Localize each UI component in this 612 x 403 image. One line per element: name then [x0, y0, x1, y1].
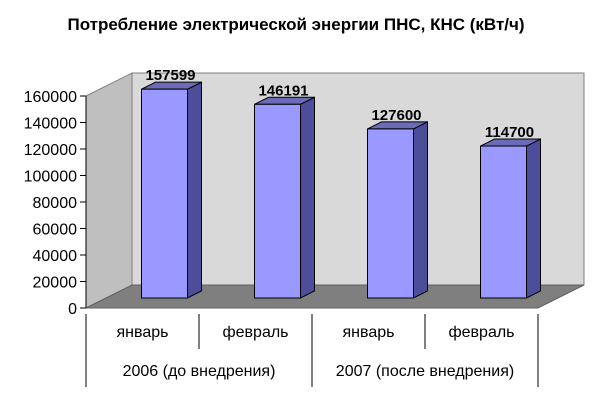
category-label: февраль — [448, 324, 514, 341]
y-tick-label: 60000 — [33, 222, 78, 239]
group-label: 2006 (до внедрения) — [123, 363, 276, 380]
bar — [141, 88, 188, 299]
bar-side — [413, 121, 428, 299]
bar-side — [300, 96, 315, 299]
bar-side — [526, 138, 541, 299]
chart-floor — [85, 284, 585, 309]
chart-side-wall — [85, 72, 133, 309]
group-label: 2007 (после внедрения) — [336, 363, 514, 380]
bar-side — [187, 81, 202, 299]
y-tick-label: 160000 — [24, 89, 77, 106]
y-tick-label: 100000 — [24, 169, 77, 186]
y-tick-label: 140000 — [24, 116, 77, 133]
bar — [367, 128, 414, 299]
bar — [480, 145, 527, 299]
y-tick-label: 40000 — [33, 248, 78, 265]
data-label: 157599 — [145, 67, 195, 84]
bar — [254, 103, 301, 299]
y-tick-label: 20000 — [33, 275, 78, 292]
category-label: январь — [343, 324, 395, 341]
category-axis: январь февраль январь февраль 2006 (до внедр… — [85, 314, 539, 387]
y-axis: 0 20000 40000 60000 80000 100000 120000 140000 1… — [24, 89, 87, 318]
data-label: 146191 — [258, 82, 308, 99]
y-tick-label: 80000 — [33, 195, 78, 212]
bars — [141, 81, 541, 299]
category-label: январь — [117, 324, 169, 341]
y-tick-label: 0 — [68, 301, 77, 318]
data-label: 127600 — [371, 107, 421, 124]
category-label: февраль — [222, 324, 288, 341]
data-label: 114700 — [485, 124, 534, 141]
y-tick-label: 120000 — [24, 142, 77, 159]
chart-title: Потребление электрической энергии ПНС, К… — [67, 15, 524, 34]
data-labels: 157599 146191 127600 114700 — [145, 67, 534, 141]
